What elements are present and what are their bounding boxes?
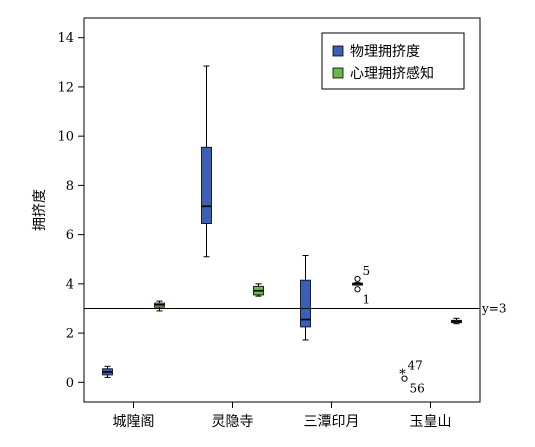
y-axis: 0 2 4 6 8 10 12 14 [57, 31, 84, 391]
legend-swatch [332, 45, 344, 57]
legend-label: 物理拥挤度 [350, 44, 420, 60]
legend-label: 心理拥挤感知 [350, 65, 434, 82]
y-tick-label: 6 [66, 228, 74, 243]
reference-line: y=3 [84, 301, 506, 315]
outlier-star: * [399, 368, 406, 383]
outliers: 5 1 *47 56 [354, 264, 425, 396]
box-series [102, 65, 462, 378]
box-physical [201, 65, 212, 258]
y-tick-label: 10 [57, 130, 74, 145]
outlier-point [354, 286, 361, 293]
y-tick-label: 8 [66, 179, 74, 194]
x-category-label: 城隍阁 [113, 414, 155, 430]
outlier-label: 1 [363, 292, 371, 306]
y-tick-label: 12 [57, 80, 74, 95]
box-iqr [300, 279, 311, 328]
y-tick-label: 14 [57, 31, 74, 46]
legend-swatch [332, 67, 344, 79]
outlier-label: 5 [363, 264, 371, 278]
y-axis-label: 拥挤度 [32, 189, 48, 231]
box-physical [102, 365, 113, 378]
box-iqr [201, 146, 212, 224]
box-physical [300, 255, 311, 341]
x-category-label: 灵隐寺 [212, 414, 254, 430]
outlier-label: 47 [408, 359, 423, 373]
plot-frame [83, 17, 481, 403]
box-psychological [253, 283, 264, 297]
y-tick-label: 4 [66, 277, 74, 292]
y-tick-label: 2 [66, 327, 74, 342]
box-psychological [352, 282, 363, 286]
x-axis: 城隍阁 灵隐寺 三潭印月 玉皇山 [113, 402, 452, 430]
outlier-point [401, 375, 408, 382]
legend-frame [321, 32, 465, 90]
reference-line-label: y=3 [481, 301, 506, 315]
x-category-label: 玉皇山 [410, 414, 452, 430]
box-psychological [154, 300, 165, 312]
x-category-label: 三潭印月 [304, 413, 360, 430]
y-tick-label: 0 [66, 376, 74, 391]
outlier-point [354, 275, 361, 283]
outlier-label: 56 [410, 382, 425, 396]
box-psychological [451, 317, 462, 325]
